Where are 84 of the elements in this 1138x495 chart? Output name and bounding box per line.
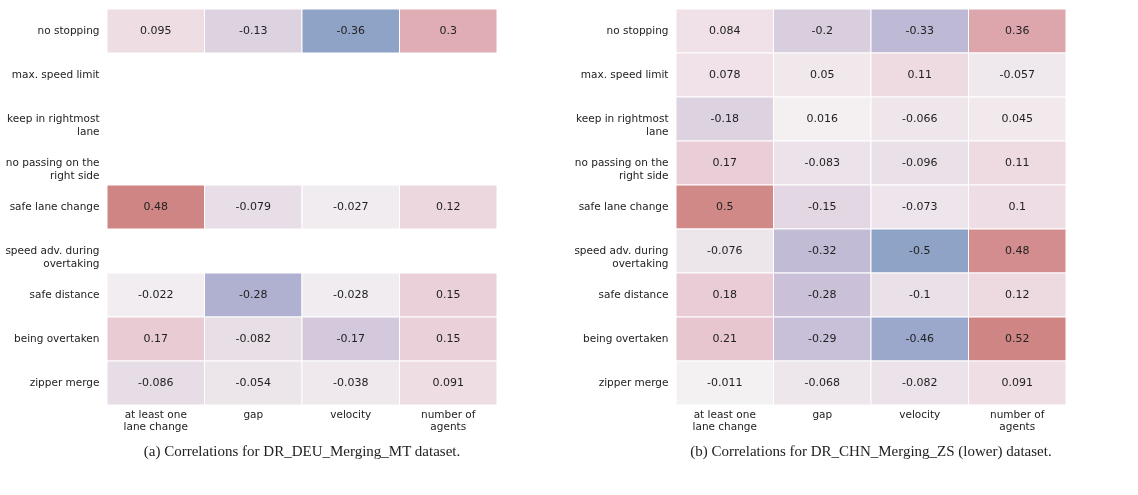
data-label: -0.29 bbox=[808, 332, 837, 345]
data-label: 0.091 bbox=[432, 376, 464, 389]
data-label: -0.054 bbox=[235, 376, 271, 389]
x-tick-label: at least one lane change bbox=[692, 407, 757, 432]
y-tick-label: no passing on the right side bbox=[574, 156, 669, 181]
y-tick-label: no passing on the right side bbox=[5, 156, 100, 181]
y-tick-label: zipper merge bbox=[29, 376, 100, 388]
data-label: -0.011 bbox=[707, 376, 743, 389]
y-tick-label: safe lane change bbox=[578, 200, 669, 212]
data-label: 0.3 bbox=[439, 24, 457, 37]
data-label: 0.11 bbox=[907, 68, 932, 81]
text: (a) Correlations for DR_DEU_Merging_MT dataset. bbox=[143, 443, 461, 460]
data-label: -0.066 bbox=[902, 112, 938, 125]
data-label: 0.5 bbox=[716, 200, 734, 213]
data-label: 0.15 bbox=[436, 288, 461, 301]
data-label: 0.016 bbox=[806, 112, 838, 125]
data-label: -0.022 bbox=[138, 288, 174, 301]
x-tick-label: velocity bbox=[330, 407, 372, 420]
data-label: -0.082 bbox=[235, 332, 271, 345]
data-label: -0.038 bbox=[333, 376, 369, 389]
data-label: -0.33 bbox=[905, 24, 934, 37]
data-label: -0.32 bbox=[808, 244, 837, 257]
x-tick-label: number of agents bbox=[990, 407, 1045, 432]
data-label: -0.086 bbox=[138, 376, 174, 389]
data-label: -0.082 bbox=[902, 376, 938, 389]
y-tick-label: no stopping bbox=[606, 24, 669, 36]
x-tick-label: at least one lane change bbox=[123, 407, 188, 432]
data-label: 0.18 bbox=[712, 288, 737, 301]
data-label: -0.13 bbox=[239, 24, 268, 37]
data-label: 0.17 bbox=[143, 332, 168, 345]
y-tick-label: safe distance bbox=[29, 288, 100, 300]
data-label: -0.18 bbox=[710, 112, 739, 125]
data-label: 0.12 bbox=[1005, 288, 1030, 301]
y-tick-label: safe lane change bbox=[9, 200, 100, 212]
data-label: 0.078 bbox=[709, 68, 741, 81]
data-label: -0.28 bbox=[808, 288, 837, 301]
data-label: -0.076 bbox=[707, 244, 743, 257]
x-tick-label: gap bbox=[812, 407, 833, 420]
data-label: -0.083 bbox=[804, 156, 840, 169]
data-label: -0.027 bbox=[333, 200, 369, 213]
y-tick-label: keep in rightmost lane bbox=[576, 112, 669, 137]
data-label: 0.48 bbox=[1005, 244, 1030, 257]
data-label: -0.073 bbox=[902, 200, 938, 213]
data-label: -0.096 bbox=[902, 156, 938, 169]
data-label: -0.1 bbox=[909, 288, 931, 301]
y-tick-label: max. speed limit bbox=[11, 68, 100, 80]
data-label: 0.12 bbox=[436, 200, 461, 213]
y-tick-label: speed adv. during overtaking bbox=[574, 244, 669, 269]
data-label: 0.095 bbox=[140, 24, 172, 37]
data-label: 0.1 bbox=[1008, 200, 1026, 213]
data-label: -0.36 bbox=[336, 24, 365, 37]
x-tick-label: velocity bbox=[899, 407, 941, 420]
data-label: -0.2 bbox=[811, 24, 833, 37]
y-tick-label: being overtaken bbox=[14, 332, 100, 344]
x-tick-label: gap bbox=[243, 407, 264, 420]
data-label: 0.045 bbox=[1001, 112, 1033, 125]
x-tick-label: number of agents bbox=[421, 407, 476, 432]
data-label: -0.068 bbox=[804, 376, 840, 389]
data-label: 0.17 bbox=[712, 156, 737, 169]
data-label: -0.28 bbox=[239, 288, 268, 301]
data-label: 0.48 bbox=[143, 200, 168, 213]
y-tick-label: speed adv. during overtaking bbox=[5, 244, 100, 269]
y-tick-label: being overtaken bbox=[583, 332, 669, 344]
y-tick-label: keep in rightmost lane bbox=[7, 112, 100, 137]
data-label: -0.028 bbox=[333, 288, 369, 301]
y-tick-label: max. speed limit bbox=[580, 68, 669, 80]
text: (b) Correlations for DR_CHN_Merging_ZS (lower) dataset. bbox=[690, 443, 1052, 460]
data-label: 0.36 bbox=[1005, 24, 1030, 37]
data-label: 0.15 bbox=[436, 332, 461, 345]
y-tick-label: no stopping bbox=[37, 24, 100, 36]
data-label: 0.11 bbox=[1005, 156, 1030, 169]
data-label: -0.057 bbox=[999, 68, 1035, 81]
data-label: 0.05 bbox=[810, 68, 835, 81]
data-label: -0.079 bbox=[235, 200, 271, 213]
y-tick-label: safe distance bbox=[598, 288, 669, 300]
data-label: -0.46 bbox=[905, 332, 934, 345]
y-tick-label: zipper merge bbox=[598, 376, 669, 388]
data-label: -0.5 bbox=[909, 244, 931, 257]
data-label: 0.084 bbox=[709, 24, 741, 37]
data-label: -0.15 bbox=[808, 200, 837, 213]
data-label: 0.21 bbox=[712, 332, 737, 345]
data-label: -0.17 bbox=[336, 332, 365, 345]
data-label: 0.52 bbox=[1005, 332, 1030, 345]
data-label: 0.091 bbox=[1001, 376, 1033, 389]
